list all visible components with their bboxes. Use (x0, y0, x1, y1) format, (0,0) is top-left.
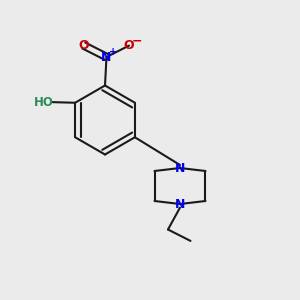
Text: O: O (79, 39, 89, 52)
Text: HO: HO (34, 96, 54, 109)
Text: N: N (175, 161, 185, 175)
Text: N: N (175, 197, 185, 211)
Text: −: − (131, 34, 142, 47)
Text: N: N (101, 50, 112, 64)
Text: +: + (109, 47, 117, 57)
Text: O: O (124, 39, 134, 52)
